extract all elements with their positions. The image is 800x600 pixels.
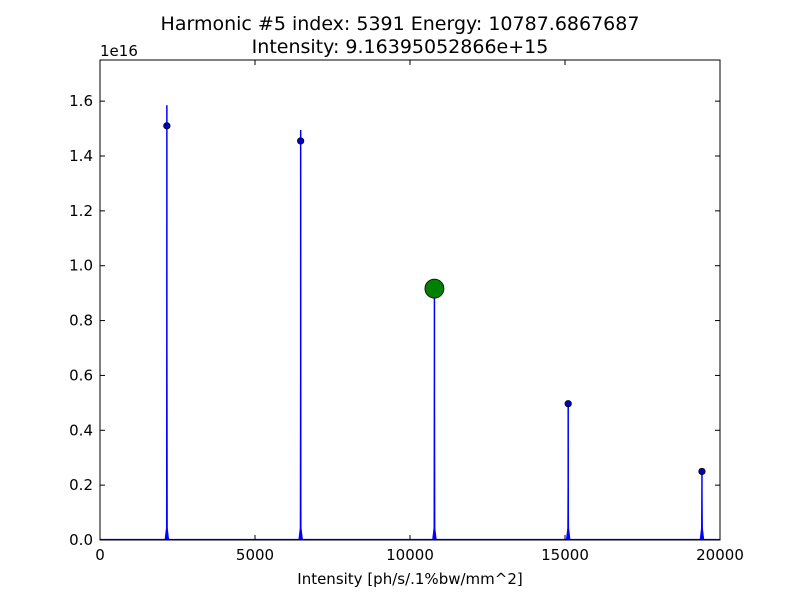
- y-tick-label-1: 0.2: [69, 476, 93, 494]
- harmonic-marker-2: [297, 137, 305, 145]
- chart-title-line-1: Harmonic #5 index: 5391 Energy: 10787.68…: [160, 13, 640, 35]
- harmonic-marker-1: [163, 122, 171, 130]
- y-offset-label: 1e16: [100, 42, 138, 60]
- plot-frame: [99, 59, 721, 541]
- y-tick-label-2: 0.4: [69, 421, 93, 439]
- x-tick-label-0: 0: [95, 546, 105, 564]
- y-tick-label-8: 1.6: [69, 92, 93, 110]
- harmonic-marker-4: [564, 400, 572, 408]
- axis-ticks: 0 5000 10000 15000 20000 0.0 0.2 0.4 0.6 0.8 1.0 1.…: [69, 60, 744, 564]
- x-tick-label-4: 20000: [696, 546, 744, 564]
- x-tick-label-1: 5000: [236, 546, 274, 564]
- x-tick-label-2: 10000: [386, 546, 434, 564]
- x-axis-label: Intensity [ph/s/.1%bw/mm^2]: [297, 570, 522, 588]
- x-tick-label-3: 15000: [541, 546, 589, 564]
- harmonic-marker-5: [698, 467, 706, 476]
- chart-title-line-2: Intensity: 9.16395052866e+15: [251, 36, 549, 58]
- selected-harmonic-marker[interactable]: [424, 278, 445, 299]
- y-tick-label-0: 0.0: [69, 531, 93, 549]
- y-tick-label-7: 1.4: [69, 147, 93, 165]
- plot-content: [100, 105, 720, 541]
- y-tick-label-4: 0.8: [69, 312, 93, 330]
- y-tick-label-5: 1.0: [69, 257, 93, 275]
- y-tick-label-6: 1.2: [69, 202, 93, 220]
- y-tick-label-3: 0.6: [69, 366, 93, 384]
